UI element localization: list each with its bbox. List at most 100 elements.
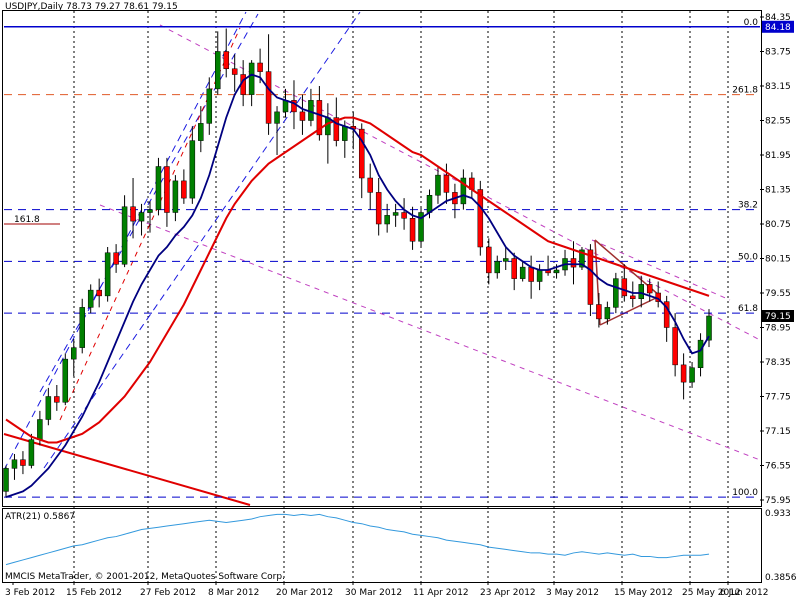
candle-body <box>206 88 213 124</box>
moving-averages <box>5 73 710 498</box>
x-tick-label: 6 Jun 2012 <box>720 588 768 598</box>
channel-line <box>43 11 361 469</box>
x-tick-label: 15 Feb 2012 <box>66 588 122 598</box>
candle-body <box>460 177 467 205</box>
fib-level-label: 38.2 <box>738 201 758 211</box>
atr-line <box>5 513 710 566</box>
candle-body <box>706 315 712 341</box>
candle-body <box>443 174 450 193</box>
candle-body <box>392 212 399 216</box>
fast-moving-average <box>5 73 710 498</box>
candle-body <box>401 212 407 219</box>
candle-body <box>257 62 263 72</box>
candle-body <box>697 339 704 368</box>
candle-body <box>604 307 611 320</box>
candle-body <box>138 212 145 222</box>
candle-body <box>189 140 196 199</box>
candle-body <box>28 439 35 466</box>
fib-level-label: 50.0 <box>738 252 758 262</box>
candle-body <box>71 347 77 360</box>
price-label: 84.18 <box>765 23 791 33</box>
candle-body <box>104 252 111 297</box>
main-panel[interactable] <box>2 10 762 507</box>
candle-body <box>45 396 52 420</box>
candle-body <box>121 206 128 265</box>
price-label-box <box>762 310 794 322</box>
candle-body <box>672 327 678 366</box>
x-tick-label: 30 Mar 2012 <box>345 588 402 598</box>
candle-body <box>375 192 382 225</box>
candle-body <box>486 246 492 274</box>
grid-lines <box>73 11 729 582</box>
candle-body <box>494 261 501 274</box>
candle-body <box>87 289 94 308</box>
candle-body <box>689 367 695 383</box>
candle-body <box>587 249 594 305</box>
candle-body <box>613 278 619 308</box>
fib-level-label: 0.0 <box>744 18 759 28</box>
candle-body <box>477 189 484 248</box>
candle-body <box>96 289 102 297</box>
candle-body <box>282 100 289 113</box>
candle-body <box>680 364 687 383</box>
candle-body <box>409 218 416 242</box>
candle-body <box>579 249 585 268</box>
x-tick-label: 25 May 2012 <box>682 588 741 598</box>
atr-series <box>5 513 710 566</box>
trendline-red <box>3 433 251 506</box>
candle-body <box>638 284 644 299</box>
x-tick-label: 11 Apr 2012 <box>413 588 469 598</box>
candle-body <box>265 71 272 124</box>
y-tick-label: 82.55 <box>765 117 791 127</box>
y-tick-label: 84.35 <box>765 13 791 23</box>
candle-body <box>316 100 323 136</box>
y-tick-label: 80.15 <box>765 255 791 265</box>
candle-body <box>570 258 577 268</box>
x-tick-label: 27 Feb 2012 <box>140 588 196 598</box>
candle-body <box>367 177 373 193</box>
candle-body <box>54 396 60 403</box>
y-tick-label: 77.15 <box>765 427 791 437</box>
candle-body <box>215 51 221 90</box>
x-tick-label: 3 Feb 2012 <box>5 588 55 598</box>
candle-body <box>155 166 162 210</box>
candle-body <box>274 111 280 124</box>
candle-body <box>248 62 255 95</box>
candle-body <box>299 111 306 121</box>
y-tick-label: 79.55 <box>765 289 791 299</box>
candle-body <box>502 258 509 262</box>
channel-line <box>99 204 761 461</box>
candle-body <box>519 266 526 279</box>
x-tick-label: 15 May 2012 <box>614 588 673 598</box>
time-axis: 3 Feb 2012 15 Feb 2012 27 Feb 2012 8 Mar 20… <box>5 582 768 598</box>
copyright-text: MMCIS MetaTrader, © 2001-2012, MetaQuote… <box>5 572 285 582</box>
candle-body <box>596 304 602 320</box>
candle-body <box>130 206 136 222</box>
candle-body <box>418 212 424 242</box>
candle-body <box>333 117 340 141</box>
y-tick-label: 76.55 <box>765 462 791 472</box>
atr-panel[interactable] <box>2 508 762 583</box>
candle-body <box>37 419 43 440</box>
candle-body <box>3 468 9 492</box>
candle-body <box>231 68 238 75</box>
atr-bottom-value: 0.3856 <box>765 573 797 583</box>
candle-body <box>291 100 297 113</box>
slow-moving-average <box>5 116 710 444</box>
candle-body <box>358 128 365 179</box>
candle-body <box>663 301 670 328</box>
y-tick-label: 78.35 <box>765 358 791 368</box>
y-tick-label: 81.95 <box>765 151 791 161</box>
candle-body <box>113 252 119 265</box>
price-axis: 84.35 83.75 83.15 82.55 81.95 81.35 80.75 80.15… <box>760 13 794 506</box>
fib-level-label: 161.8 <box>14 215 40 225</box>
fibonacci-levels: 0.0 261.8 38.2 50.0 61.8 100.0 161.8 <box>4 18 760 498</box>
channel-line <box>3 11 247 471</box>
price-label-box <box>762 20 794 33</box>
x-tick-label: 3 May 2012 <box>546 588 599 598</box>
y-tick-label: 80.75 <box>765 220 791 230</box>
y-tick-label: 83.15 <box>765 82 791 92</box>
y-tick-label: 77.75 <box>765 393 791 403</box>
channel-line <box>39 13 259 393</box>
